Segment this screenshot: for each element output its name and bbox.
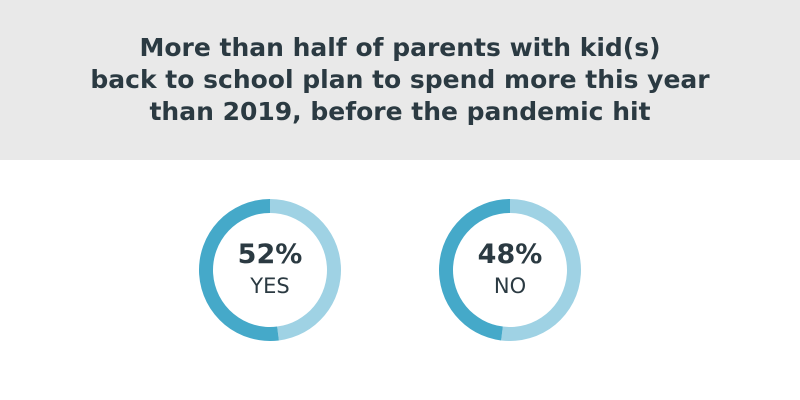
donut-svg-yes (199, 199, 341, 341)
donut-svg-no (439, 199, 581, 341)
donut-chart-no: 48% NO (439, 199, 581, 341)
title-line-3: than 2019, before the pandemic hit (149, 97, 651, 126)
donut-yes-percentage: 52% (237, 239, 303, 270)
donut-no-label: 48% NO (439, 199, 581, 341)
donut-no-category: NO (493, 274, 527, 298)
donut-no-percentage: 48% (477, 239, 543, 270)
donut-yes-value-segment (199, 199, 279, 341)
donut-no-value-segment (439, 199, 510, 341)
title-line-1: More than half of parents with kid(s) (139, 33, 661, 62)
title-line-2: back to school plan to spend more this y… (90, 65, 710, 94)
donut-yes-remainder-segment (270, 199, 341, 341)
donut-yes-label: 52% YES (199, 199, 341, 341)
title-banner: More than half of parents with kid(s) ba… (0, 0, 800, 160)
donut-yes-category: YES (250, 274, 290, 298)
donut-chart-yes: 52% YES (199, 199, 341, 341)
donut-no-remainder-segment (501, 199, 581, 341)
